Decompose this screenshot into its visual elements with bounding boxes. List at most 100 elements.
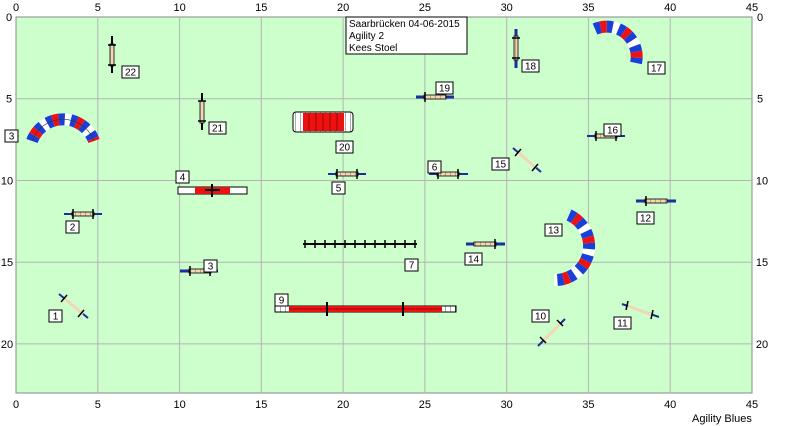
label-22: 22	[121, 65, 140, 79]
x-tick-bottom: 10	[173, 399, 185, 411]
x-tick-top: 40	[664, 2, 676, 14]
y-axis-right: 0 5 10 15 20	[756, 12, 768, 351]
y-tick-right: 15	[756, 257, 768, 269]
x-tick-top: 25	[419, 2, 431, 14]
x-tick-bottom: 5	[95, 399, 101, 411]
label-21: 21	[208, 121, 227, 135]
svg-text:19: 19	[439, 84, 451, 95]
obstacle-6-jump	[429, 169, 468, 179]
y-tick-right: 20	[756, 339, 768, 351]
label-4: 4	[175, 170, 190, 184]
x-tick-top: 5	[95, 2, 101, 14]
x-tick-top: 30	[501, 2, 513, 14]
y-tick-right: 10	[756, 176, 768, 188]
obstacle-19-jump	[416, 92, 454, 102]
x-tick-top: 0	[13, 2, 19, 14]
y-tick-right: 5	[757, 94, 763, 106]
label-11: 11	[613, 316, 632, 330]
svg-text:13: 13	[548, 226, 560, 237]
label-12: 12	[636, 211, 655, 225]
x-tick-top: 10	[173, 2, 185, 14]
svg-text:18: 18	[525, 62, 537, 73]
obstacle-18-jump	[512, 29, 520, 68]
label-14: 14	[464, 252, 483, 266]
footer-brand: Agility Blues	[692, 413, 752, 425]
svg-text:10: 10	[535, 312, 547, 323]
label-9: 9	[274, 293, 289, 307]
svg-text:11: 11	[617, 319, 628, 330]
judge-name: Kees Stoel	[349, 43, 397, 54]
svg-text:15: 15	[495, 160, 507, 171]
svg-text:3: 3	[208, 262, 214, 273]
obstacle-14-jump	[466, 239, 505, 249]
y-tick-left: 0	[6, 12, 12, 24]
x-tick-top: 45	[746, 2, 758, 14]
svg-text:20: 20	[339, 143, 351, 154]
x-axis-bottom: 0 5 10 15 20 25 30 35 40 45	[13, 399, 758, 411]
x-tick-bottom: 40	[664, 399, 676, 411]
svg-text:7: 7	[409, 261, 415, 272]
label-7: 7	[404, 258, 419, 272]
label-15: 15	[491, 157, 510, 171]
obstacle-21-jump	[198, 93, 206, 130]
grid	[16, 17, 752, 393]
obstacle-9-long-tunnel	[274, 302, 457, 316]
y-tick-left: 5	[6, 94, 12, 106]
x-tick-bottom: 35	[582, 399, 594, 411]
svg-text:3: 3	[9, 132, 15, 143]
label-10: 10	[531, 309, 550, 323]
obstacle-2-jump	[64, 209, 102, 219]
obstacle-7-weave	[303, 240, 417, 248]
svg-text:12: 12	[640, 214, 652, 225]
label-20: 20	[335, 140, 354, 154]
label-6: 6	[427, 160, 442, 174]
svg-text:14: 14	[468, 255, 480, 266]
y-tick-left: 20	[1, 339, 13, 351]
obstacle-10-jump	[537, 318, 566, 347]
x-tick-bottom: 45	[746, 399, 758, 411]
course-field	[15, 16, 753, 394]
x-tick-bottom: 15	[255, 399, 267, 411]
y-tick-left: 10	[1, 176, 13, 188]
label-17: 17	[647, 61, 666, 75]
event-title: Saarbrücken 04-06-2015	[349, 19, 460, 30]
label-3: 3	[4, 129, 19, 143]
x-axis-top: 0 5 10 15 20 25 30 35 40 45	[13, 2, 758, 14]
obstacle-15-jump	[512, 147, 542, 173]
obstacle-4-dogwalk	[177, 184, 248, 197]
obstacle-12-jump	[636, 196, 676, 206]
obstacle-20-tunnel	[292, 111, 354, 133]
x-tick-top: 35	[582, 2, 594, 14]
svg-text:16: 16	[607, 126, 619, 137]
number-labels: 1 2 3 3 4 5 6 7 9 10 11 12 13 14 15 16 1…	[4, 59, 666, 330]
svg-text:6: 6	[432, 163, 438, 174]
label-2: 2	[65, 220, 80, 234]
label-16: 16	[603, 123, 622, 137]
course-info-box: Saarbrücken 04-06-2015 Agility 2 Kees St…	[345, 16, 468, 55]
obstacle-3-arc	[26, 113, 100, 144]
svg-text:21: 21	[212, 124, 224, 135]
label-13: 13	[544, 223, 563, 237]
svg-text:1: 1	[53, 312, 59, 323]
label-19: 19	[435, 81, 454, 95]
x-tick-bottom: 20	[337, 399, 349, 411]
label-18: 18	[521, 59, 540, 73]
obstacle-17-arc	[592, 20, 643, 65]
y-tick-left: 15	[1, 257, 13, 269]
obstacle-13-arc	[553, 209, 596, 287]
y-tick-right: 0	[757, 12, 763, 24]
obstacle-11-jump	[621, 300, 660, 320]
x-tick-top: 15	[255, 2, 267, 14]
obstacle-1-jump	[58, 293, 89, 319]
label-8: 3	[203, 259, 218, 273]
class-name: Agility 2	[349, 31, 384, 42]
svg-text:2: 2	[70, 223, 76, 234]
svg-text:17: 17	[651, 64, 663, 75]
y-axis-left: 0 5 10 15 20	[1, 12, 13, 351]
x-tick-bottom: 0	[13, 399, 19, 411]
svg-text:22: 22	[125, 68, 137, 79]
obstacle-5-jump	[328, 169, 366, 179]
x-tick-top: 20	[337, 2, 349, 14]
x-tick-bottom: 30	[501, 399, 513, 411]
